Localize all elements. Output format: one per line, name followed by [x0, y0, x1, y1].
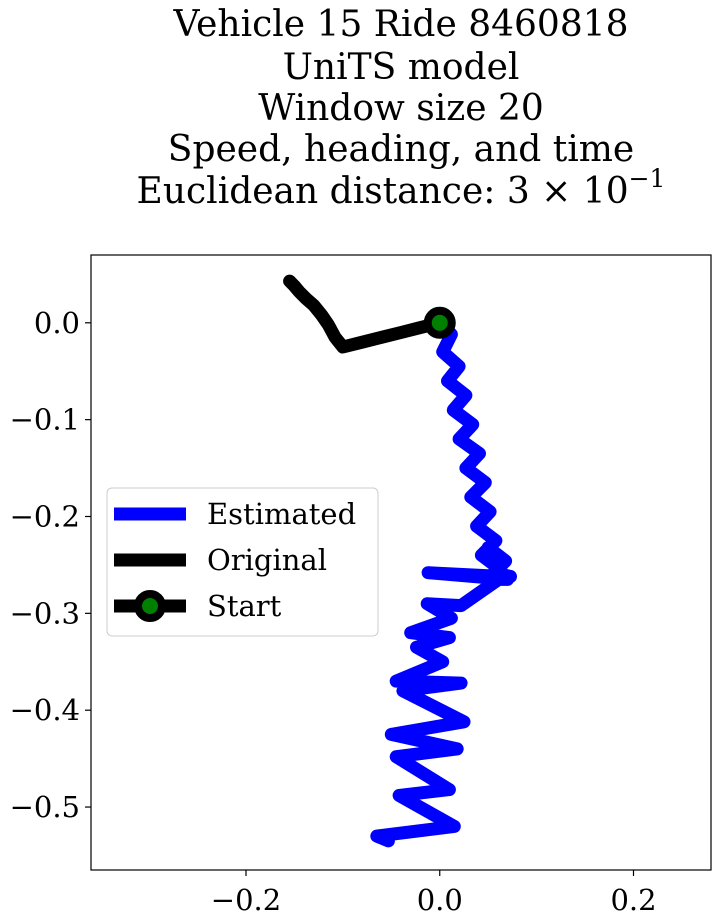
chart-title-line: UniTS model — [283, 47, 520, 88]
legend-box — [106, 487, 379, 637]
y-axis: 0.0 −0.1 −0.2 −0.3 −0.4 −0.5 — [10, 306, 91, 824]
series-line-original — [283, 274, 447, 354]
start-marker-group — [423, 306, 456, 339]
chart-title-exponent: −1 — [629, 164, 666, 193]
x-axis: −0.2 0.0 0.2 — [211, 870, 657, 917]
y-tick-label: −0.5 — [10, 790, 80, 824]
legend-label-original: Original — [207, 543, 327, 577]
y-tick-label: −0.1 — [10, 403, 80, 437]
start-marker — [423, 306, 456, 339]
x-tick-label: −0.2 — [211, 883, 281, 917]
y-tick-label: −0.4 — [10, 693, 80, 727]
chart-title-line: Vehicle 15 Ride 8460818 — [172, 4, 628, 45]
chart-title-line: Speed, heading, and time — [168, 129, 634, 170]
legend: Estimated Original Start — [106, 487, 379, 637]
legend-label-start: Start — [207, 589, 282, 623]
series-lines — [283, 274, 517, 848]
chart-title-line: Euclidean distance: 3 × 10−1 — [137, 164, 666, 212]
y-tick-label: 0.0 — [34, 306, 80, 340]
plot-area — [90, 254, 712, 871]
y-tick-label: −0.2 — [10, 499, 80, 533]
x-tick-label: 0.0 — [417, 883, 463, 917]
y-tick-label: −0.3 — [10, 596, 80, 630]
series-line-estimated — [370, 316, 517, 848]
x-tick-label: 0.2 — [610, 883, 656, 917]
legend-label-estimated: Estimated — [207, 497, 356, 531]
legend-start-marker — [134, 590, 166, 622]
chart-title-line: Window size 20 — [258, 88, 544, 129]
